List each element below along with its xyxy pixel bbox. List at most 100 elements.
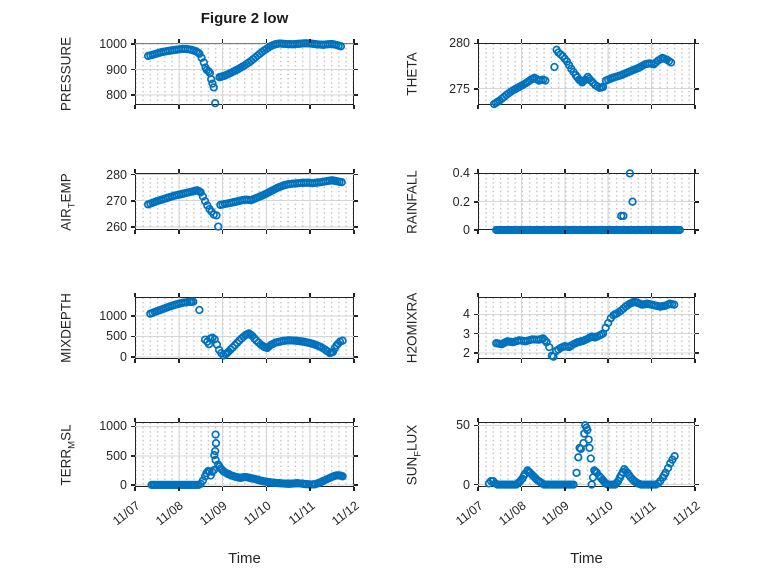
y-tick-mark: [474, 313, 478, 316]
subplot-air-temp-canvas: [135, 173, 354, 231]
x-tick-mark: [694, 105, 696, 109]
y-axis-label-sun-flux: SUNFLUX: [405, 424, 424, 485]
x-tick-mark: [650, 169, 653, 173]
x-tick-mark: [353, 105, 355, 109]
x-tick-mark: [650, 487, 653, 491]
y-tick-label: 50: [456, 418, 470, 433]
x-tick-mark: [221, 39, 224, 43]
x-tick-mark: [520, 487, 523, 491]
x-tick-mark: [265, 39, 268, 43]
y-tick-mark: [131, 335, 135, 338]
x-tick-mark: [221, 418, 224, 422]
subplot-theta-plot-area: [478, 43, 695, 109]
x-tick-mark: [564, 487, 566, 491]
x-tick-mark: [265, 487, 268, 491]
y-tick-mark: [131, 315, 135, 317]
subplot-h2omixra-canvas: [478, 297, 695, 361]
y-tick-mark: [131, 455, 135, 457]
data-series-theta: [489, 45, 676, 109]
x-tick-mark: [520, 418, 523, 422]
y-tick-label: 280: [449, 36, 470, 51]
x-tick-label: 11/08: [153, 498, 187, 529]
x-tick-mark: [650, 418, 653, 422]
x-tick-mark: [607, 293, 609, 297]
x-tick-mark: [520, 230, 523, 234]
y-tick-mark: [474, 200, 478, 203]
x-tick-label: 11/07: [452, 498, 486, 529]
y-tick-mark: [354, 68, 358, 71]
x-tick-mark: [309, 105, 311, 109]
y-tick-mark: [474, 352, 478, 354]
subplot-sun-flux-plot-area: [478, 421, 695, 489]
x-tick-mark: [520, 293, 523, 297]
y-tick-label: 0: [463, 477, 470, 492]
y-tick-label: 260: [106, 219, 127, 234]
data-series-terr-msl: [147, 430, 347, 490]
y-axis-label-subscript: T: [66, 201, 77, 208]
x-tick-mark: [221, 105, 224, 109]
x-tick-mark: [477, 230, 479, 234]
y-tick-mark: [474, 42, 478, 45]
x-tick-mark: [477, 105, 479, 109]
x-tick-mark: [694, 230, 696, 234]
x-tick-mark: [134, 487, 136, 491]
x-tick-mark: [520, 359, 523, 363]
x-tick-mark: [265, 105, 268, 109]
y-tick-label: 0: [463, 223, 470, 237]
y-tick-label: 500: [106, 448, 127, 463]
y-tick-mark: [131, 484, 135, 487]
x-axis-title: Time: [570, 550, 603, 567]
y-tick-mark: [474, 483, 478, 486]
x-tick-mark: [694, 418, 696, 422]
y-tick-mark: [474, 424, 478, 427]
y-axis-label-text: EMP: [58, 172, 74, 202]
y-axis-label-text: PRESSURE: [58, 36, 74, 112]
x-tick-mark: [221, 359, 224, 363]
x-tick-mark: [477, 169, 479, 173]
x-tick-mark: [477, 418, 479, 422]
grid-lines: [478, 173, 695, 230]
y-tick-mark: [695, 313, 699, 316]
subplot-terr-msl-canvas: [135, 422, 354, 490]
y-axis-label-text: SL: [58, 423, 74, 441]
y-axis-label-theta: THETA: [405, 52, 420, 95]
x-tick-mark: [265, 169, 268, 173]
y-tick-mark: [354, 226, 358, 228]
y-axis-label-air-temp: AIRTEMP: [58, 172, 78, 231]
x-tick-mark: [477, 487, 479, 491]
x-tick-mark: [607, 418, 609, 422]
y-tick-mark: [131, 43, 135, 45]
x-tick-mark: [134, 293, 136, 297]
y-tick-mark: [695, 332, 699, 335]
y-tick-label: 900: [106, 62, 127, 77]
y-axis-label-terr-msl: TERRMSL: [58, 423, 78, 486]
y-axis-label-text: AIR: [58, 207, 74, 231]
subplot-pressure-plot-area: [135, 39, 354, 108]
x-tick-mark: [564, 418, 566, 422]
y-tick-mark: [131, 355, 135, 358]
y-tick-mark: [354, 173, 358, 176]
x-tick-mark: [353, 293, 355, 297]
y-axis-label-rainfall: RAINFALL: [405, 170, 420, 234]
x-tick-mark: [134, 230, 136, 234]
x-tick-mark: [564, 105, 566, 109]
data-series-sun-flux: [484, 421, 679, 489]
x-tick-mark: [353, 169, 355, 173]
x-tick-mark: [134, 169, 136, 173]
x-tick-mark: [477, 293, 479, 297]
x-tick-mark: [607, 487, 609, 491]
x-tick-mark: [694, 293, 696, 297]
x-tick-mark: [694, 39, 696, 43]
x-tick-label: 11/10: [241, 498, 274, 529]
x-tick-mark: [265, 230, 268, 234]
subplot-terr-msl-plot-area: [135, 422, 354, 490]
y-tick-label: 0: [120, 349, 127, 364]
x-tick-mark: [607, 359, 609, 363]
y-tick-mark: [695, 200, 699, 203]
y-tick-label: 800: [106, 88, 127, 103]
x-tick-label: 11/10: [582, 498, 616, 529]
y-axis-label-text: TERR: [58, 448, 74, 486]
x-tick-mark: [650, 39, 653, 43]
subplot-theta-canvas: [478, 43, 695, 109]
